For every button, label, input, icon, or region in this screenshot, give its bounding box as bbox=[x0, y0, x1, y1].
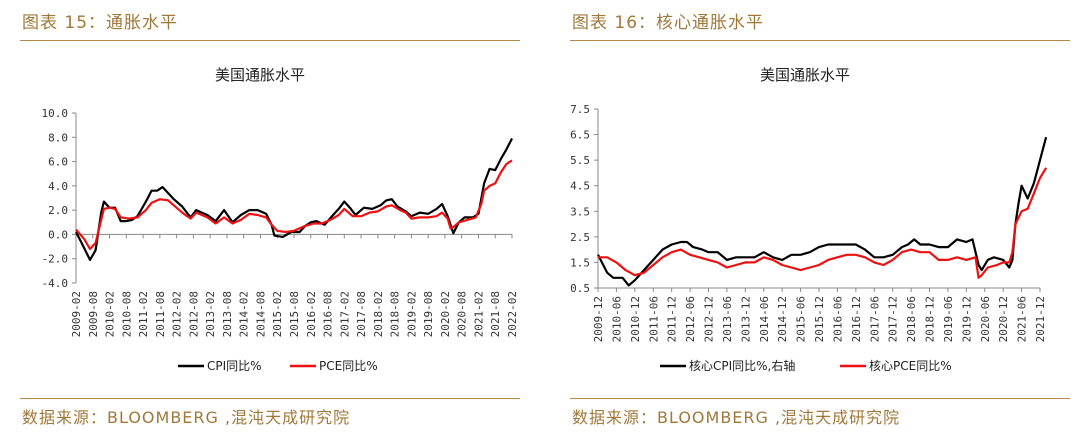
x-tick-label: 2009-08 bbox=[87, 291, 100, 337]
x-tick-label: 2017-08 bbox=[355, 291, 368, 337]
y-tick-label: 2.0 bbox=[48, 204, 68, 217]
y-tick-label: 7.5 bbox=[570, 103, 590, 116]
legend-label: 核心PCE同比% bbox=[869, 359, 952, 373]
x-tick-label: 2021-06 bbox=[1016, 296, 1029, 342]
x-tick-label: 2020-12 bbox=[997, 296, 1010, 342]
x-tick-label: 2019-02 bbox=[405, 291, 418, 337]
title-divider bbox=[570, 40, 1070, 41]
x-tick-label: 2009-12 bbox=[592, 296, 605, 342]
legend-label: PCE同比% bbox=[319, 359, 378, 373]
x-tick-label: 2022-02 bbox=[506, 291, 519, 337]
x-tick-label: 2016-06 bbox=[831, 296, 844, 342]
x-tick-label: 2009-02 bbox=[70, 291, 83, 337]
x-tick-label: 2018-12 bbox=[924, 296, 937, 342]
x-tick-label: 2010-12 bbox=[629, 296, 642, 342]
x-tick-label: 2011-12 bbox=[666, 296, 679, 342]
series-line bbox=[598, 167, 1048, 279]
y-tick-label: -4.0 bbox=[42, 277, 69, 290]
y-tick-label: 3.5 bbox=[570, 205, 590, 218]
figure-title: 图表 15：通胀水平 bbox=[22, 13, 179, 33]
x-tick-label: 2012-06 bbox=[684, 296, 697, 342]
x-tick-label: 2010-06 bbox=[610, 296, 623, 342]
y-tick-label: 1.5 bbox=[570, 256, 590, 269]
x-tick-label: 2016-02 bbox=[305, 291, 318, 337]
x-tick-label: 2017-06 bbox=[868, 296, 881, 342]
x-tick-label: 2020-08 bbox=[456, 291, 469, 337]
source-note: 数据来源：BLOOMBERG ,混沌天成研究院 bbox=[22, 408, 351, 427]
x-tick-label: 2015-12 bbox=[813, 296, 826, 342]
series-line bbox=[597, 136, 1048, 287]
y-tick-label: 10.0 bbox=[42, 107, 69, 120]
x-tick-label: 2015-08 bbox=[288, 291, 301, 337]
y-tick-label: 6.0 bbox=[48, 156, 68, 169]
legend-label: CPI同比% bbox=[207, 359, 262, 373]
x-tick-label: 2021-08 bbox=[489, 291, 502, 337]
title-divider bbox=[20, 40, 520, 41]
figure-16-panel: 图表 16：核心通胀水平 美国通胀水平 7.5 6.5 5.5 4.5 3.5 2.5 1.5… bbox=[550, 0, 1080, 437]
source-divider bbox=[20, 398, 520, 399]
x-tick-label: 2018-06 bbox=[905, 296, 918, 342]
chart-title: 美国通胀水平 bbox=[215, 66, 305, 84]
y-tick-label: 5.5 bbox=[570, 154, 590, 167]
x-tick-label: 2014-12 bbox=[776, 296, 789, 342]
x-tick-label: 2011-02 bbox=[137, 291, 150, 337]
x-tick-label: 2010-02 bbox=[104, 291, 117, 337]
y-tick-label: -2.0 bbox=[42, 253, 69, 266]
x-tick-label: 2012-08 bbox=[187, 291, 200, 337]
y-tick-label: 6.5 bbox=[570, 129, 590, 142]
x-tick-label: 2013-08 bbox=[221, 291, 234, 337]
x-tick-label: 2021-12 bbox=[1034, 296, 1047, 342]
inflation-line-chart: 美国通胀水平 10.0 8.0 6.0 4.0 2.0 0.0 -2.0 -4.02009-02… bbox=[42, 66, 520, 373]
series-line bbox=[75, 137, 513, 261]
x-tick-label: 2017-02 bbox=[338, 291, 351, 337]
x-tick-label: 2013-06 bbox=[721, 296, 734, 342]
x-tick-label: 2019-12 bbox=[960, 296, 973, 342]
x-tick-label: 2014-02 bbox=[238, 291, 251, 337]
x-tick-label: 2021-02 bbox=[472, 291, 485, 337]
x-tick-label: 2011-08 bbox=[154, 291, 167, 337]
x-tick-label: 2020-02 bbox=[439, 291, 452, 337]
y-tick-label: 0.5 bbox=[570, 282, 590, 295]
y-tick-label: 8.0 bbox=[48, 131, 68, 144]
x-tick-label: 2014-08 bbox=[254, 291, 267, 337]
y-tick-label: 0.0 bbox=[48, 228, 68, 241]
source-note: 数据来源：BLOOMBERG ,混沌天成研究院 bbox=[572, 408, 901, 427]
x-tick-label: 2018-08 bbox=[389, 291, 402, 337]
y-tick-label: 4.0 bbox=[48, 180, 68, 193]
x-tick-label: 2016-12 bbox=[850, 296, 863, 342]
x-tick-label: 2013-12 bbox=[739, 296, 752, 342]
series-line bbox=[75, 159, 513, 251]
x-tick-label: 2010-08 bbox=[120, 291, 133, 337]
source-divider bbox=[570, 398, 1070, 399]
x-tick-label: 2011-06 bbox=[647, 296, 660, 342]
chart-title: 美国通胀水平 bbox=[760, 66, 850, 84]
x-tick-label: 2017-12 bbox=[887, 296, 900, 342]
y-tick-label: 2.5 bbox=[570, 231, 590, 244]
x-tick-label: 2015-02 bbox=[271, 291, 284, 337]
figure-15-panel: 图表 15：通胀水平 美国通胀水平 10.0 8.0 6.0 4.0 2.0 0.0 -2.0… bbox=[0, 0, 530, 437]
x-tick-label: 2020-06 bbox=[979, 296, 992, 342]
x-tick-label: 2019-06 bbox=[942, 296, 955, 342]
x-tick-label: 2012-12 bbox=[703, 296, 716, 342]
x-tick-label: 2015-06 bbox=[795, 296, 808, 342]
figure-title: 图表 16：核心通胀水平 bbox=[572, 13, 765, 33]
legend-label: 核心CPI同比%,右轴 bbox=[689, 358, 795, 373]
x-tick-label: 2019-08 bbox=[422, 291, 435, 337]
x-tick-label: 2018-02 bbox=[372, 291, 385, 337]
x-tick-label: 2012-02 bbox=[171, 291, 184, 337]
y-tick-label: 4.5 bbox=[570, 180, 590, 193]
x-tick-label: 2014-06 bbox=[758, 296, 771, 342]
x-tick-label: 2013-02 bbox=[204, 291, 217, 337]
x-tick-label: 2016-08 bbox=[322, 291, 335, 337]
